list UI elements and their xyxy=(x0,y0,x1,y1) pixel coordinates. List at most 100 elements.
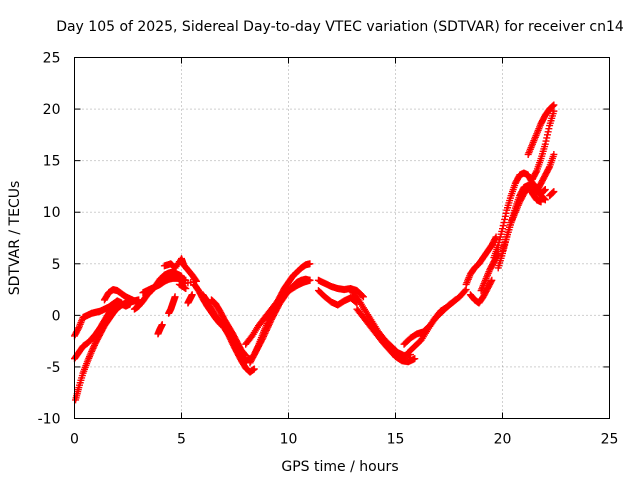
x-tick-label: 15 xyxy=(387,432,405,448)
series-scatter-5 xyxy=(160,255,200,293)
series-asc-15-17-a xyxy=(404,286,470,356)
data-point xyxy=(550,107,558,115)
y-tick-label: 0 xyxy=(52,308,61,324)
data-point xyxy=(262,326,270,334)
y-tick-label: 25 xyxy=(43,51,61,67)
data-point xyxy=(550,150,558,158)
series-asc-18-19-a xyxy=(462,233,500,288)
data-point xyxy=(541,196,549,204)
data-point xyxy=(488,276,496,284)
series-asc-8-11-c xyxy=(242,276,314,348)
series-band-11-13 xyxy=(314,276,367,301)
data-point xyxy=(358,292,366,300)
data-point xyxy=(306,276,314,284)
data-point xyxy=(306,260,314,268)
data-point xyxy=(171,293,179,301)
chart-title: Day 105 of 2025, Sidereal Day-to-day VTE… xyxy=(56,19,624,35)
x-axis-label: GPS time / hours xyxy=(281,459,398,475)
data-point xyxy=(544,128,552,136)
data-point xyxy=(550,188,558,196)
data-point xyxy=(264,323,272,331)
y-tick-label: 20 xyxy=(43,102,61,118)
series-drop-5 xyxy=(154,321,166,338)
series-band-11-13-b xyxy=(314,287,361,309)
data-point xyxy=(188,291,196,299)
data-point xyxy=(545,164,553,172)
data-point xyxy=(158,321,166,329)
data-point xyxy=(90,341,98,349)
data-point xyxy=(451,296,459,304)
series-asc-15-17-b xyxy=(400,296,459,348)
data-point xyxy=(266,319,274,327)
data-point xyxy=(89,344,97,352)
data-point xyxy=(260,333,268,341)
x-tick-label: 5 xyxy=(177,432,186,448)
data-points xyxy=(71,101,558,404)
data-point xyxy=(118,299,126,307)
data-point xyxy=(74,325,82,333)
x-tick-label: 20 xyxy=(494,432,512,448)
series-top-21-22-c xyxy=(533,150,558,196)
data-point xyxy=(501,215,509,223)
data-point xyxy=(501,212,509,220)
data-point xyxy=(262,328,270,336)
data-point xyxy=(532,168,540,176)
data-point xyxy=(541,186,549,194)
series-arc-early-mid xyxy=(71,299,134,363)
y-axis-label: SDTVAR / TECUs xyxy=(7,181,23,296)
data-point xyxy=(359,293,367,301)
data-point xyxy=(491,234,499,242)
data-point xyxy=(241,351,249,359)
data-point xyxy=(461,287,469,295)
data-point xyxy=(259,334,267,342)
series-arc-early-top xyxy=(71,297,126,340)
data-point xyxy=(88,346,96,354)
data-point xyxy=(500,219,508,227)
x-tick-label: 25 xyxy=(601,432,619,448)
grid xyxy=(74,57,610,419)
data-point xyxy=(265,322,273,330)
data-point xyxy=(242,352,250,360)
axis-ticks xyxy=(74,57,610,419)
y-tick-label: -10 xyxy=(38,412,61,428)
data-point xyxy=(541,140,549,148)
data-point xyxy=(450,297,458,305)
data-point xyxy=(182,285,190,293)
series-drop-5b xyxy=(165,293,179,317)
series-arc-rise-c xyxy=(139,274,190,297)
x-tick-labels: 0 5 10 15 20 25 xyxy=(70,432,618,448)
data-point xyxy=(265,320,273,328)
data-point xyxy=(545,125,553,133)
y-tick-label: 5 xyxy=(52,257,61,273)
data-point xyxy=(260,331,268,339)
y-tick-label: 15 xyxy=(43,154,61,170)
data-point xyxy=(499,222,507,230)
data-point xyxy=(542,137,550,145)
data-point xyxy=(88,347,96,355)
y-tick-labels: -10 -5 0 5 10 15 20 25 xyxy=(38,51,61,428)
plot-frame xyxy=(74,57,610,419)
series-desc-13-15-a xyxy=(349,289,414,360)
data-point xyxy=(502,209,510,217)
data-point xyxy=(411,355,419,363)
data-point xyxy=(499,225,506,233)
x-tick-label: 10 xyxy=(280,432,298,448)
data-point xyxy=(250,365,258,373)
data-point xyxy=(261,329,269,337)
data-point xyxy=(543,131,551,139)
series-asc-20-22-c xyxy=(499,179,549,255)
data-point xyxy=(487,278,495,286)
data-point xyxy=(90,343,98,351)
series-desc-6-8-c xyxy=(207,296,250,360)
series-drop-5c xyxy=(184,291,196,307)
data-point xyxy=(263,325,271,333)
x-tick-label: 0 xyxy=(70,432,79,448)
data-point xyxy=(550,101,558,109)
series-top-21-22-d xyxy=(546,188,558,200)
series-top-21-22-b xyxy=(528,107,558,183)
y-tick-label: 10 xyxy=(43,205,61,221)
y-tick-label: -5 xyxy=(47,360,61,376)
data-point xyxy=(543,134,551,142)
series-desc-13-15-b xyxy=(353,305,419,366)
